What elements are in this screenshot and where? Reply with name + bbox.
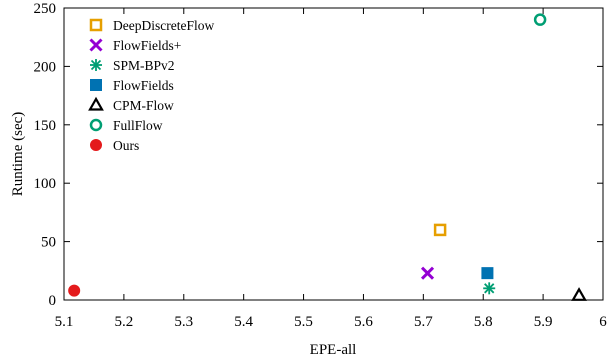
x-tick-label: 5.1 bbox=[55, 314, 74, 330]
legend-label: Ours bbox=[113, 138, 139, 153]
y-axis-label: Runtime (sec) bbox=[10, 112, 26, 197]
legend-marker bbox=[90, 79, 102, 91]
y-tick-label: 0 bbox=[49, 293, 57, 309]
data-points bbox=[68, 13, 587, 301]
legend-marker bbox=[88, 96, 104, 111]
legend: DeepDiscreteFlow FlowFields+ SPM-BPv2 FlowF… bbox=[88, 18, 214, 153]
legend-label: CPM-Flow bbox=[113, 98, 174, 113]
legend-label: FlowFields bbox=[113, 78, 174, 93]
legend-marker bbox=[90, 139, 102, 151]
data-point bbox=[481, 267, 494, 280]
data-point bbox=[433, 223, 447, 237]
legend-label: FullFlow bbox=[113, 118, 163, 133]
data-point bbox=[420, 266, 435, 280]
x-tick-label: 5.6 bbox=[354, 314, 373, 330]
legend-label: FlowFields+ bbox=[113, 38, 181, 53]
y-tick-label: 200 bbox=[34, 59, 57, 75]
legend-marker bbox=[90, 59, 102, 71]
data-point bbox=[483, 282, 496, 295]
x-tick-label: 5.4 bbox=[234, 314, 253, 330]
x-tick-label: 5.5 bbox=[294, 314, 313, 330]
x-tick-label: 5.2 bbox=[115, 314, 134, 330]
plot-frame bbox=[63, 7, 604, 301]
x-axis-label: EPE-all bbox=[310, 342, 357, 358]
x-tick-label: 5.3 bbox=[174, 314, 193, 330]
legend-label: DeepDiscreteFlow bbox=[113, 18, 214, 33]
legend-marker bbox=[89, 18, 103, 32]
axis-ticks: 5.1 5.2 5.3 5.4 5.5 5.6 5.7 5.8 5.9 6 0 50 100 150 200… bbox=[34, 1, 608, 330]
legend-label: SPM-BPv2 bbox=[113, 58, 175, 73]
data-point bbox=[571, 287, 587, 301]
y-tick-label: 250 bbox=[34, 1, 57, 17]
x-tick-label: 5.9 bbox=[534, 314, 553, 330]
y-tick-label: 50 bbox=[41, 235, 56, 251]
y-tick-label: 150 bbox=[34, 118, 57, 134]
legend-marker bbox=[89, 118, 103, 132]
y-tick-label: 100 bbox=[34, 176, 57, 192]
x-tick-label: 6 bbox=[599, 314, 607, 330]
x-tick-label: 5.7 bbox=[414, 314, 433, 330]
x-tick-label: 5.8 bbox=[474, 314, 493, 330]
data-point bbox=[533, 13, 547, 26]
legend-marker bbox=[89, 38, 103, 52]
data-point bbox=[68, 284, 81, 297]
